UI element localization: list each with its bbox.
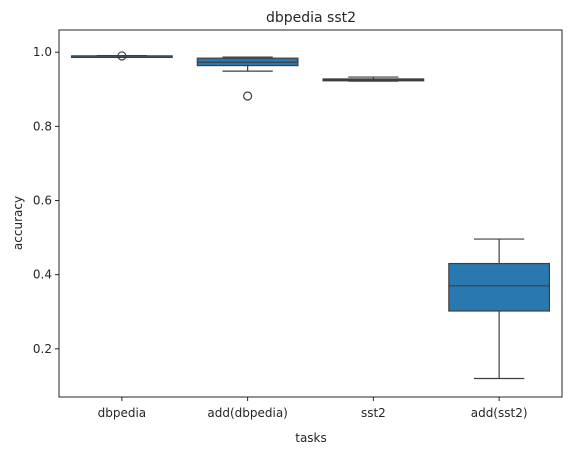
x-axis-label: tasks: [295, 431, 327, 445]
x-tick-label: sst2: [361, 406, 386, 420]
plot-area: [58, 29, 563, 398]
x-tick-label: dbpedia: [98, 406, 147, 420]
y-tick-label: 0.8: [33, 119, 52, 133]
box-group: [448, 238, 551, 380]
box-series: [70, 51, 551, 380]
y-ticks: 0.2 0.4 0.6 0.8 1.0: [33, 45, 59, 356]
y-tick-label: 0.4: [33, 268, 52, 282]
y-tick-label: 1.0: [33, 45, 52, 59]
box-group: [70, 51, 173, 61]
outlier-point: [117, 51, 127, 61]
box-group: [196, 56, 299, 101]
y-tick-label: 0.6: [33, 194, 52, 208]
box-group: [322, 76, 425, 82]
x-tick-label: add(sst2): [471, 406, 528, 420]
x-tick-label: add(dbpedia): [207, 406, 288, 420]
y-axis-label: accuracy: [11, 196, 25, 250]
y-tick-label: 0.2: [33, 342, 52, 356]
x-ticks: dbpedia add(dbpedia) sst2 add(sst2): [98, 397, 528, 420]
chart-title: dbpedia sst2: [266, 10, 356, 26]
box-iqr: [448, 262, 551, 312]
outlier-point: [243, 91, 253, 101]
